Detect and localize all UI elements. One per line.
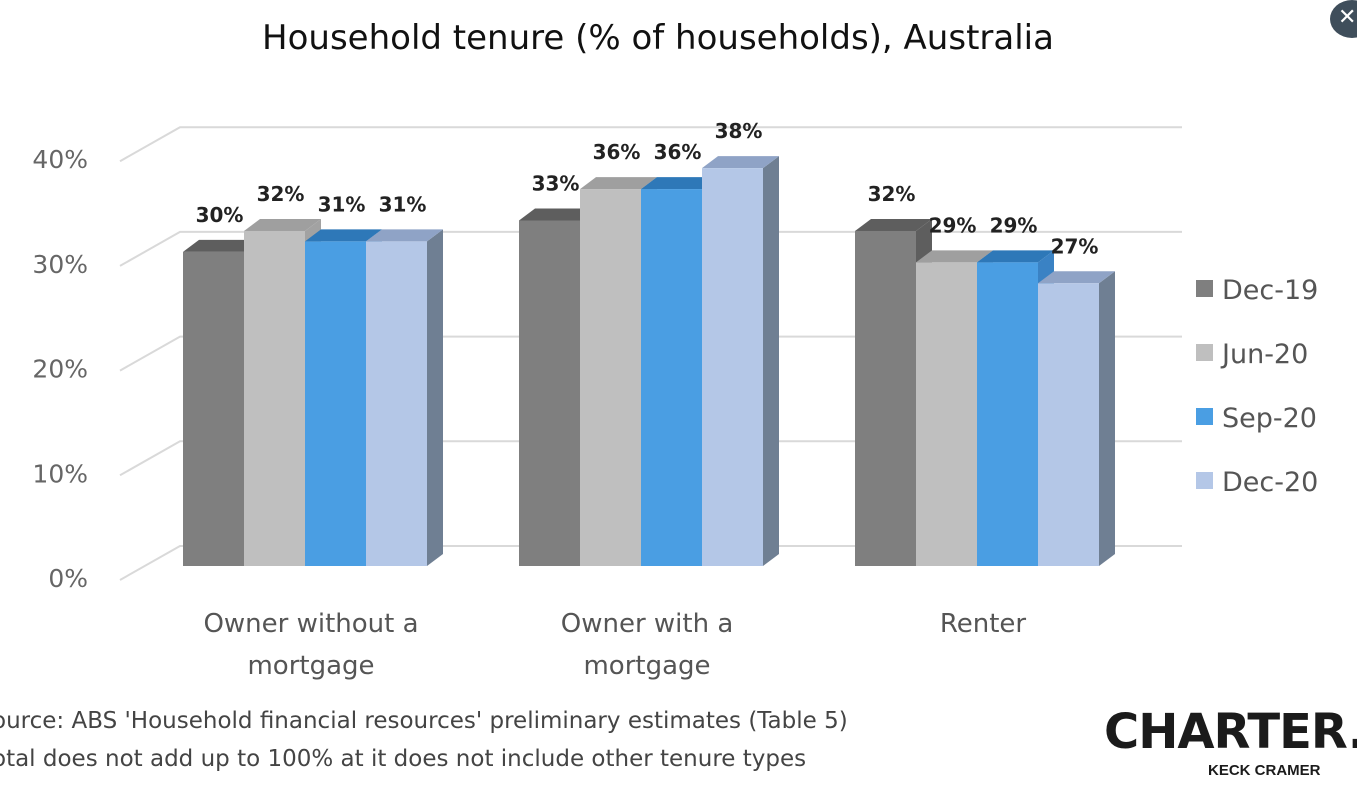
bar — [977, 262, 1038, 566]
data-label: 29% — [929, 213, 977, 237]
legend-label: Dec-20 — [1222, 467, 1318, 498]
data-label: 36% — [654, 140, 702, 164]
total-note: otal does not add up to 100% at it does … — [0, 746, 807, 772]
bar-top — [519, 208, 596, 221]
y-tick-label: 30% — [32, 250, 88, 279]
legend-label: Jun-20 — [1220, 339, 1308, 370]
data-label: 38% — [715, 119, 763, 143]
data-label: 27% — [1051, 234, 1099, 258]
bar — [855, 230, 916, 566]
bar-top — [977, 250, 1054, 263]
bar-top — [916, 250, 993, 263]
bar-side — [763, 156, 779, 566]
legend-label: Sep-20 — [1222, 403, 1317, 434]
bar-top — [702, 156, 779, 169]
bar — [580, 189, 641, 566]
bar — [244, 230, 305, 566]
gridline — [119, 545, 1182, 581]
bar — [305, 241, 366, 566]
bar-side — [1099, 271, 1115, 566]
bar-top — [244, 218, 321, 231]
bar — [366, 241, 427, 566]
chart-title: Household tenure (% of households), Aust… — [262, 18, 1054, 58]
y-tick-label: 20% — [32, 355, 88, 384]
data-label: 31% — [318, 192, 366, 216]
legend-swatch — [1196, 472, 1213, 489]
bar-top — [1038, 271, 1115, 284]
close-icon: ✕ — [1338, 5, 1357, 30]
bar — [641, 189, 702, 566]
bar-side — [427, 229, 443, 566]
bar-top — [855, 218, 932, 231]
x-tick-label: Owner with a — [561, 609, 734, 639]
legend-swatch — [1196, 344, 1213, 361]
gridline — [119, 230, 1182, 267]
y-tick-label: 10% — [32, 459, 88, 488]
bar — [519, 220, 580, 567]
y-tick-label: 40% — [32, 145, 88, 174]
x-tick-label: Owner without a — [203, 609, 418, 639]
legend-swatch — [1196, 280, 1213, 297]
bar — [1038, 283, 1099, 566]
bar — [702, 168, 763, 566]
data-label: 36% — [593, 140, 641, 164]
data-label: 29% — [990, 213, 1038, 237]
bar — [916, 262, 977, 566]
y-tick-label: 0% — [48, 564, 88, 593]
gridline — [119, 335, 1182, 372]
bar-top — [183, 239, 260, 252]
x-tick-label: mortgage — [247, 651, 374, 681]
charter-logo: CHARTER. — [1104, 704, 1357, 760]
data-label: 32% — [257, 182, 305, 206]
gridline — [119, 126, 1182, 163]
bar-top — [641, 177, 718, 190]
bar-top — [305, 229, 382, 242]
charter-logo-subtitle: KECK CRAMER — [1208, 762, 1321, 779]
gridline — [119, 440, 1182, 477]
data-label: 31% — [379, 192, 427, 216]
data-label: 33% — [532, 171, 580, 195]
source-note: ource: ABS 'Household financial resource… — [0, 708, 848, 734]
data-label: 32% — [868, 182, 916, 206]
x-tick-label: Renter — [940, 609, 1027, 639]
bar-top — [580, 177, 657, 190]
legend-swatch — [1196, 408, 1213, 425]
legend-label: Dec-19 — [1222, 275, 1318, 306]
bar-top — [366, 229, 443, 242]
bar — [183, 251, 244, 566]
data-label: 30% — [196, 203, 244, 227]
x-tick-label: mortgage — [583, 651, 710, 681]
